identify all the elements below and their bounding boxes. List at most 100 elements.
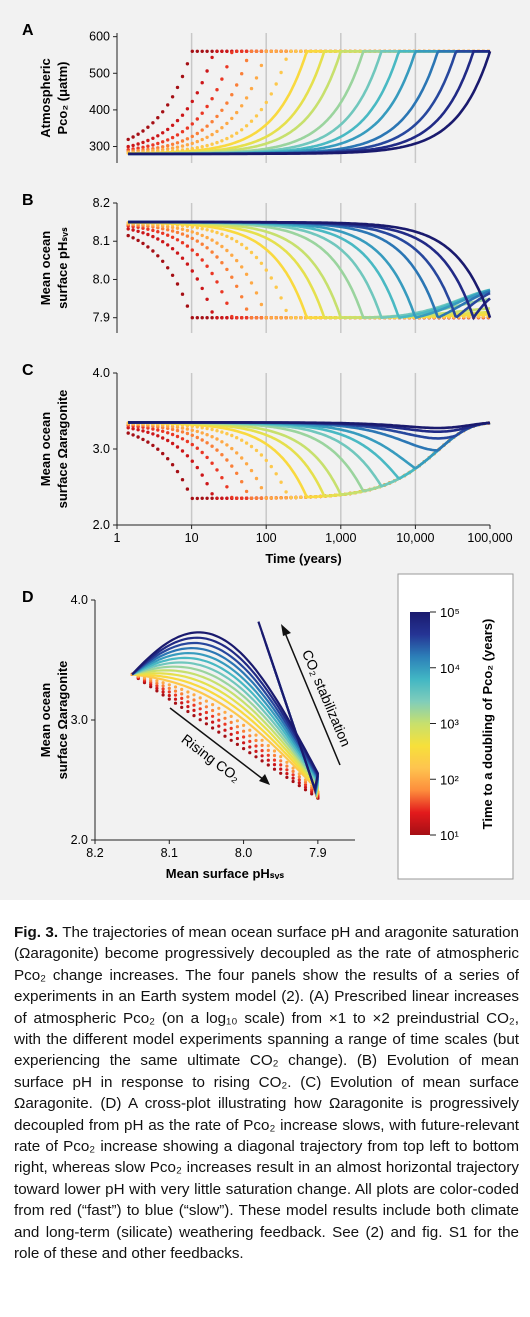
data-point	[269, 276, 273, 280]
data-point	[249, 119, 254, 123]
data-point	[225, 316, 229, 320]
data-point	[198, 718, 202, 722]
data-point	[192, 703, 196, 707]
data-point	[269, 49, 273, 53]
data-point	[195, 316, 199, 320]
data-point	[220, 453, 224, 457]
data-point	[170, 441, 175, 446]
data-point	[272, 763, 277, 767]
series-line	[128, 220, 491, 319]
data-point	[190, 428, 194, 432]
data-point	[210, 492, 214, 496]
data-point	[180, 696, 184, 701]
data-point	[175, 226, 180, 230]
data-point	[240, 456, 244, 460]
data-point	[225, 49, 229, 53]
data-point	[291, 779, 295, 784]
data-point	[205, 124, 209, 128]
panel-letter-a: A	[22, 22, 34, 39]
data-point	[170, 463, 175, 467]
data-point	[220, 244, 224, 249]
series-dots	[126, 421, 491, 500]
data-point	[254, 316, 259, 320]
data-point	[195, 146, 199, 150]
data-point	[289, 49, 293, 53]
data-point	[259, 496, 264, 500]
y-axis-label-d: Mean ocean	[38, 683, 53, 757]
data-point	[136, 428, 140, 432]
data-point	[166, 457, 170, 461]
data-point	[259, 107, 264, 112]
data-point	[200, 49, 204, 53]
data-point	[225, 267, 229, 272]
data-point	[151, 136, 155, 140]
data-point	[230, 275, 234, 279]
data-point	[240, 316, 244, 320]
data-point	[235, 83, 239, 87]
data-point	[254, 448, 259, 453]
data-point	[210, 97, 214, 101]
data-point	[244, 124, 249, 128]
data-point	[185, 262, 190, 266]
data-point	[242, 729, 246, 733]
data-point	[211, 703, 215, 707]
data-point	[303, 785, 308, 789]
data-point	[210, 49, 214, 53]
data-point	[210, 496, 214, 500]
data-point	[249, 281, 254, 285]
data-point	[210, 229, 214, 233]
x-tick-label: 10	[185, 531, 199, 545]
data-point	[291, 766, 295, 770]
data-point	[244, 496, 249, 500]
x-tick-label: 1,000	[325, 531, 356, 545]
data-point	[186, 705, 190, 709]
data-point	[284, 57, 288, 61]
data-point	[205, 316, 209, 320]
x-tick-label: 1	[114, 531, 121, 545]
data-point	[266, 744, 270, 748]
data-point	[161, 451, 165, 456]
data-point	[215, 129, 219, 134]
data-point	[248, 745, 252, 749]
data-point	[175, 425, 180, 429]
data-point	[175, 251, 180, 255]
data-point	[190, 134, 194, 139]
data-point	[146, 125, 150, 129]
data-point	[249, 49, 254, 53]
data-point	[136, 132, 140, 136]
data-point	[180, 232, 185, 236]
data-point	[151, 427, 155, 431]
data-point	[185, 439, 190, 444]
series-line	[128, 49, 490, 156]
data-point	[284, 308, 288, 313]
data-point	[190, 269, 194, 273]
data-point	[225, 136, 229, 141]
data-point	[297, 784, 301, 788]
data-point	[264, 458, 268, 463]
data-point	[279, 759, 283, 763]
data-point	[205, 426, 209, 431]
series-line	[128, 221, 491, 320]
data-point	[285, 764, 289, 768]
data-point	[220, 108, 224, 113]
data-point	[173, 689, 178, 693]
series-dots	[126, 49, 491, 155]
arrow-rising-head	[259, 774, 270, 785]
data-point	[291, 773, 295, 777]
data-point	[254, 49, 259, 53]
data-point	[166, 243, 170, 247]
data-point	[211, 708, 215, 713]
data-point	[175, 141, 180, 145]
data-point	[254, 738, 258, 743]
data-point	[190, 99, 194, 104]
data-point	[200, 473, 204, 477]
data-point	[272, 767, 277, 771]
data-point	[244, 307, 249, 311]
data-point	[167, 690, 171, 694]
data-point	[225, 301, 229, 305]
series-dots	[126, 421, 491, 500]
data-point	[259, 316, 264, 320]
data-point	[297, 775, 301, 779]
data-point	[235, 239, 239, 244]
panel-letter-b: B	[22, 192, 34, 209]
